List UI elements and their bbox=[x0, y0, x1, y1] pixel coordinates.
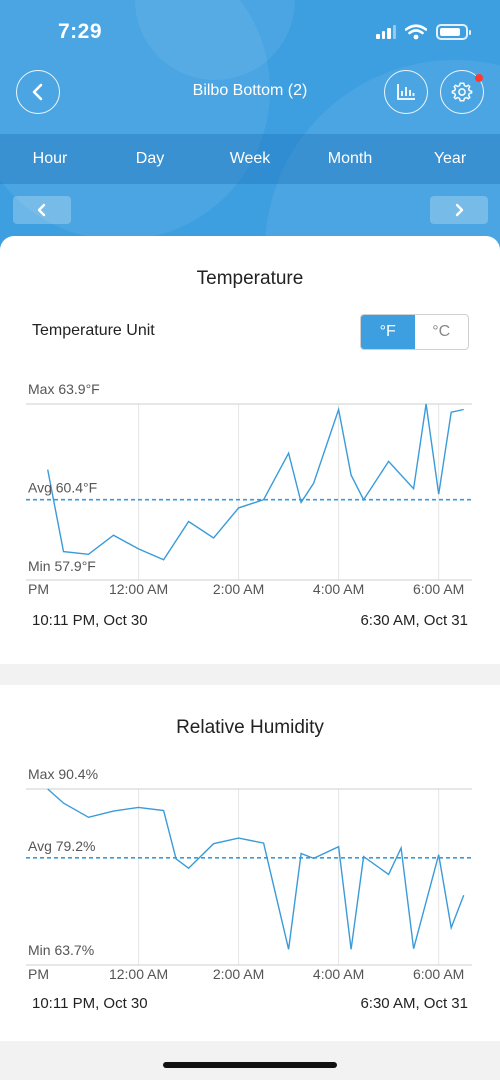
humidity-card: Relative Humidity Max 90.4% Avg 79.2% Mi… bbox=[0, 685, 500, 1041]
temperature-card: Temperature Temperature Unit °F °C Max 6… bbox=[0, 236, 500, 664]
bar-chart-icon bbox=[397, 84, 415, 100]
x-tick-label: 12:00 AM bbox=[109, 966, 168, 981]
x-tick-label: 12:00 AM bbox=[109, 581, 168, 596]
x-tick-label: 4:00 AM bbox=[313, 966, 364, 981]
next-period-button[interactable] bbox=[430, 196, 488, 224]
tab-hour[interactable]: Hour bbox=[32, 150, 68, 167]
range-start: 10:11 PM, Oct 30 bbox=[32, 995, 148, 1012]
cellular-signal-icon bbox=[376, 25, 396, 39]
x-tick-label: PM bbox=[28, 581, 49, 596]
tab-year[interactable]: Year bbox=[433, 150, 467, 167]
chevron-left-icon bbox=[37, 203, 46, 217]
x-axis-ticks: PM 12:00 AM 2:00 AM 4:00 AM 6:00 AM bbox=[28, 966, 464, 981]
range-end: 6:30 AM, Oct 31 bbox=[360, 995, 468, 1012]
chart-grid bbox=[138, 789, 440, 965]
previous-period-button[interactable] bbox=[13, 196, 71, 224]
notification-dot bbox=[475, 74, 483, 82]
max-label: Max 90.4% bbox=[28, 766, 98, 782]
avg-label: Avg 60.4°F bbox=[28, 480, 97, 496]
max-label: Max 63.9°F bbox=[28, 381, 100, 397]
chevron-right-icon bbox=[455, 203, 464, 217]
gear-icon bbox=[451, 82, 473, 102]
x-tick-label: 2:00 AM bbox=[213, 966, 264, 981]
temperature-title: Temperature bbox=[196, 268, 304, 289]
x-tick-label: 2:00 AM bbox=[213, 581, 264, 596]
temperature-unit-toggle: °F °C bbox=[360, 314, 469, 350]
x-tick-label: 6:00 AM bbox=[413, 581, 464, 596]
temperature-unit-label: Temperature Unit bbox=[32, 322, 155, 339]
nav-row: Bilbo Bottom (2) bbox=[0, 70, 500, 114]
wifi-icon bbox=[405, 24, 427, 40]
tab-month[interactable]: Month bbox=[327, 150, 373, 167]
chart-grid bbox=[138, 404, 440, 580]
header: 7:29 Bilbo Bottom (2) bbox=[0, 0, 500, 250]
humidity-title: Relative Humidity bbox=[176, 717, 324, 738]
unit-celsius-option[interactable]: °C bbox=[432, 323, 451, 340]
temperature-series-line bbox=[47, 403, 464, 561]
x-tick-label: PM bbox=[28, 966, 49, 981]
status-icons bbox=[376, 24, 471, 40]
chart-button[interactable] bbox=[384, 70, 428, 114]
min-label: Min 63.7% bbox=[28, 942, 94, 958]
temperature-time-range: 10:11 PM, Oct 30 6:30 AM, Oct 31 bbox=[32, 612, 468, 629]
humidity-series-line bbox=[47, 788, 465, 950]
tab-week[interactable]: Week bbox=[229, 150, 271, 167]
battery-icon bbox=[436, 24, 471, 40]
temperature-chart: Max 63.9°F Avg 60.4°F Min 57.9°F PM 12:00… bbox=[26, 381, 472, 596]
humidity-time-range: 10:11 PM, Oct 30 6:30 AM, Oct 31 bbox=[32, 995, 468, 1012]
device-title: Bilbo Bottom (2) bbox=[192, 82, 308, 99]
period-tabs: Hour Day Week Month Year bbox=[0, 134, 500, 184]
x-tick-label: 4:00 AM bbox=[313, 581, 364, 596]
status-time: 7:29 bbox=[58, 20, 103, 43]
x-tick-label: 6:00 AM bbox=[413, 966, 464, 981]
humidity-chart: Max 90.4% Avg 79.2% Min 63.7% PM 12:00 AM… bbox=[26, 766, 472, 981]
settings-button[interactable] bbox=[440, 70, 484, 114]
chevron-left-icon bbox=[32, 83, 43, 101]
tab-day[interactable]: Day bbox=[135, 150, 165, 167]
home-indicator bbox=[163, 1062, 337, 1068]
avg-label: Avg 79.2% bbox=[28, 838, 95, 854]
min-label: Min 57.9°F bbox=[28, 558, 96, 574]
range-end: 6:30 AM, Oct 31 bbox=[360, 612, 468, 629]
unit-fahrenheit-option[interactable]: °F bbox=[361, 315, 415, 349]
back-button[interactable] bbox=[16, 70, 60, 114]
status-bar: 7:29 bbox=[0, 0, 500, 64]
range-start: 10:11 PM, Oct 30 bbox=[32, 612, 148, 629]
x-axis-ticks: PM 12:00 AM 2:00 AM 4:00 AM 6:00 AM bbox=[28, 581, 464, 596]
